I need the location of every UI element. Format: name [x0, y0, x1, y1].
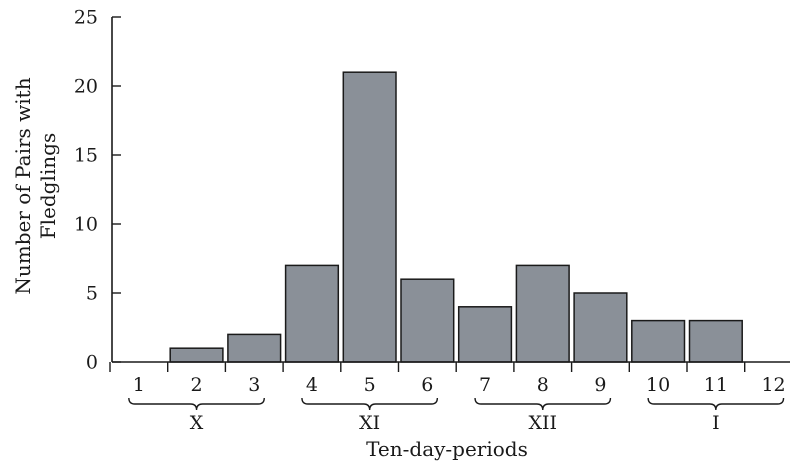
bar — [631, 319, 686, 363]
x-tick-label: 12 — [761, 374, 785, 396]
y-tick-label: 15 — [74, 145, 98, 167]
x-tick-label: 1 — [133, 374, 145, 396]
x-tick-label: 7 — [479, 374, 491, 396]
x-tick-label: 11 — [704, 374, 728, 396]
y-tick-label: 0 — [86, 352, 98, 374]
y-tick-label: 10 — [74, 214, 98, 236]
x-tick-label: 9 — [594, 374, 606, 396]
bar — [515, 264, 570, 363]
bar — [400, 278, 455, 363]
x-tick-label: 6 — [421, 374, 433, 396]
y-tick-label: 5 — [86, 283, 98, 305]
month-label: X — [190, 412, 204, 434]
x-axis-title: Ten-day-periods — [366, 437, 528, 461]
bar — [227, 333, 282, 363]
bar — [457, 306, 513, 363]
x-tick-label: 5 — [364, 374, 376, 396]
x-tick-label: 4 — [306, 374, 318, 396]
month-brace — [301, 397, 439, 411]
month-label: I — [712, 412, 720, 434]
month-brace — [128, 397, 265, 411]
x-tick-label: 3 — [248, 374, 260, 396]
bar — [169, 347, 224, 363]
bars — [169, 71, 743, 363]
x-tick-label: 2 — [191, 374, 203, 396]
bar — [688, 319, 743, 363]
y-axis-title-line2: Fledglings — [36, 133, 60, 239]
bar — [342, 71, 397, 363]
x-tick-label: 8 — [537, 374, 549, 396]
month-brace — [474, 397, 612, 411]
month-label: XII — [528, 412, 557, 434]
month-groups: X XI XII I — [128, 397, 785, 434]
month-label: XI — [359, 412, 380, 434]
x-tick-label: 10 — [646, 374, 670, 396]
bar — [573, 292, 628, 363]
y-axis-title-line1: Number of Pairs with — [11, 77, 35, 294]
month-brace — [647, 397, 785, 411]
x-axis-ticks: 1 2 3 4 5 6 7 8 9 10 11 12 — [109, 362, 786, 396]
bar — [284, 264, 340, 363]
y-axis-ticks: 0 5 10 15 20 25 — [74, 7, 121, 374]
y-tick-label: 20 — [74, 76, 98, 98]
y-tick-label: 25 — [74, 7, 98, 29]
